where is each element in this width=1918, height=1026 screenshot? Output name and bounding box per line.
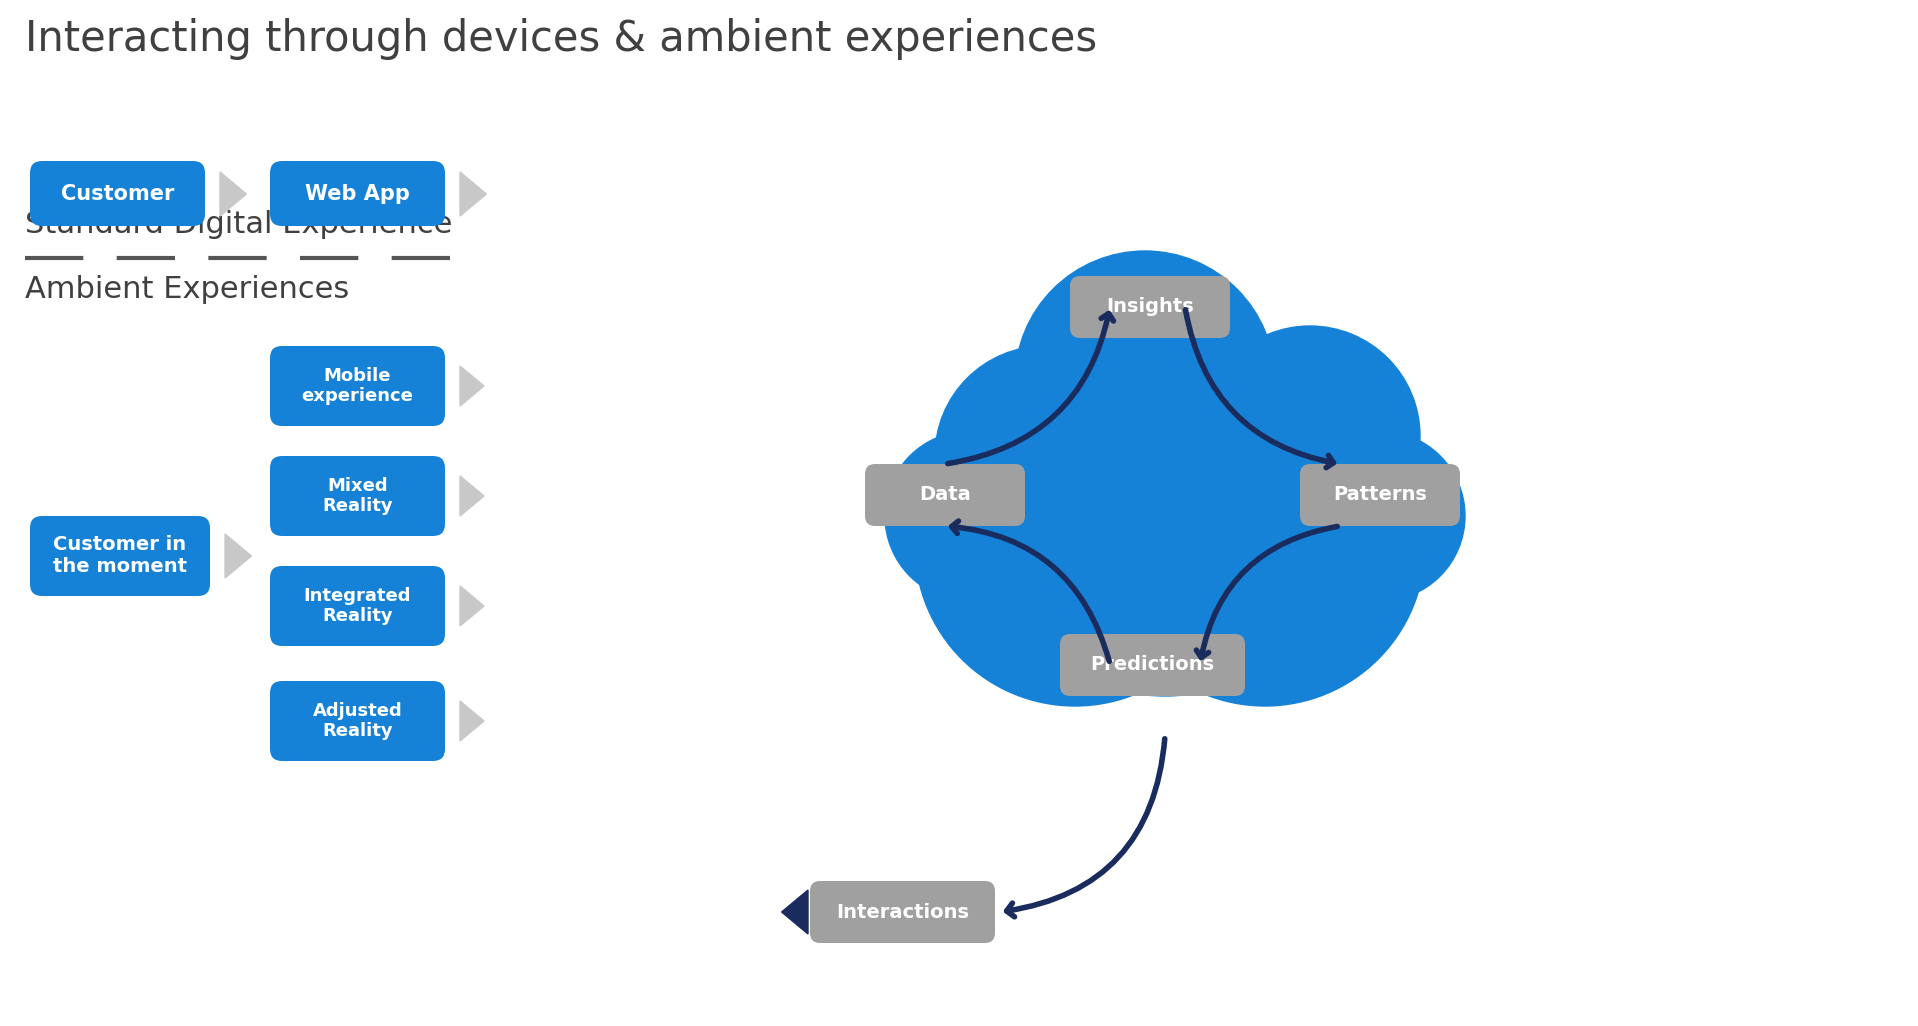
Text: Mixed
Reality: Mixed Reality <box>322 477 393 515</box>
Circle shape <box>1015 251 1275 511</box>
Circle shape <box>1105 386 1425 706</box>
Text: Customer: Customer <box>61 184 175 203</box>
Text: Data: Data <box>919 485 971 505</box>
Circle shape <box>986 336 1345 696</box>
Polygon shape <box>221 172 246 216</box>
FancyBboxPatch shape <box>865 464 1024 526</box>
FancyBboxPatch shape <box>31 161 205 226</box>
Text: Insights: Insights <box>1107 298 1193 316</box>
Text: Ambient Experiences: Ambient Experiences <box>25 275 349 304</box>
Text: Predictions: Predictions <box>1091 656 1214 674</box>
Circle shape <box>934 346 1155 566</box>
Text: Interactions: Interactions <box>836 903 969 921</box>
FancyBboxPatch shape <box>270 456 445 536</box>
FancyBboxPatch shape <box>1300 464 1460 526</box>
Text: Patterns: Patterns <box>1333 485 1427 505</box>
FancyBboxPatch shape <box>270 566 445 646</box>
Text: Customer in
the moment: Customer in the moment <box>54 536 186 577</box>
FancyBboxPatch shape <box>31 516 209 596</box>
Circle shape <box>915 386 1235 706</box>
Polygon shape <box>460 366 483 406</box>
Polygon shape <box>460 172 487 216</box>
Polygon shape <box>460 701 483 741</box>
FancyBboxPatch shape <box>270 681 445 761</box>
Text: Standard Digital Experience: Standard Digital Experience <box>25 210 453 239</box>
Text: Web App: Web App <box>305 184 410 203</box>
Polygon shape <box>460 586 483 626</box>
Polygon shape <box>224 534 251 578</box>
Polygon shape <box>460 476 483 516</box>
Circle shape <box>1295 431 1465 601</box>
Text: Mobile
experience: Mobile experience <box>301 366 414 405</box>
Polygon shape <box>783 890 807 934</box>
Text: Interacting through devices & ambient experiences: Interacting through devices & ambient ex… <box>25 18 1097 60</box>
Text: Adjusted
Reality: Adjusted Reality <box>313 702 403 741</box>
FancyBboxPatch shape <box>1070 276 1229 338</box>
FancyBboxPatch shape <box>270 346 445 426</box>
FancyBboxPatch shape <box>270 161 445 226</box>
Circle shape <box>1201 326 1419 546</box>
FancyBboxPatch shape <box>809 881 995 943</box>
Text: Integrated
Reality: Integrated Reality <box>303 587 410 626</box>
FancyBboxPatch shape <box>1061 634 1245 696</box>
Circle shape <box>884 431 1055 601</box>
